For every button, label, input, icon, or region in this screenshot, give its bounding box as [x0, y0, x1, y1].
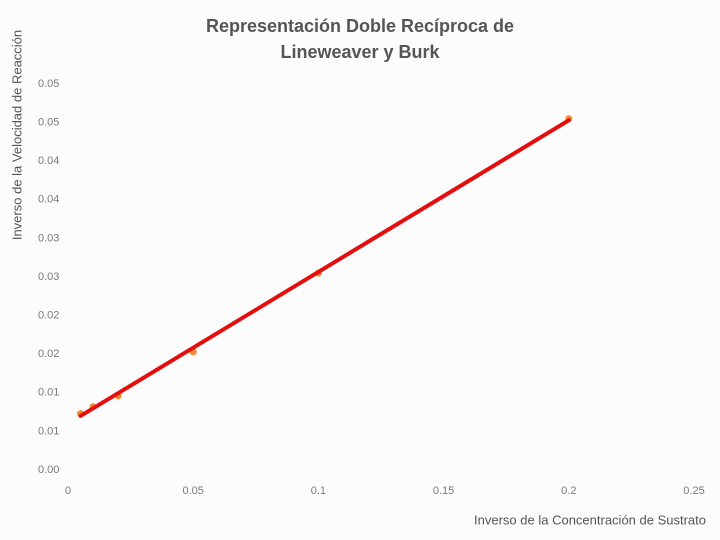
x-tick-label: 0.1: [311, 485, 326, 497]
y-tick-label: 0.03: [38, 232, 59, 244]
y-tick-label: 0.04: [38, 155, 59, 167]
y-tick-label: 0.00: [38, 464, 59, 476]
y-tick-label: 0.05: [38, 117, 59, 129]
chart-title: Representación Doble Recíproca de: [206, 16, 514, 36]
y-axis-title: Inverso de la Velocidad de Reacción: [9, 30, 24, 240]
y-tick-label: 0.01: [38, 425, 59, 437]
x-tick-label: 0.2: [561, 485, 576, 497]
y-tick-label: 0.01: [38, 387, 59, 399]
x-tick-label: 0: [65, 485, 71, 497]
y-tick-label: 0.02: [38, 348, 59, 360]
chart-title: Lineweaver y Burk: [280, 42, 440, 62]
trendline: [78, 118, 571, 418]
y-tick-label: 0.02: [38, 310, 59, 322]
y-tick-label: 0.04: [38, 194, 59, 206]
x-tick-label: 0.05: [182, 485, 203, 497]
x-tick-label: 0.25: [683, 485, 704, 497]
y-tick-label: 0.03: [38, 271, 59, 283]
x-axis-title: Inverso de la Concentración de Sustrato: [474, 512, 706, 527]
y-tick-label: 0.05: [38, 78, 59, 90]
x-tick-label: 0.15: [433, 485, 454, 497]
